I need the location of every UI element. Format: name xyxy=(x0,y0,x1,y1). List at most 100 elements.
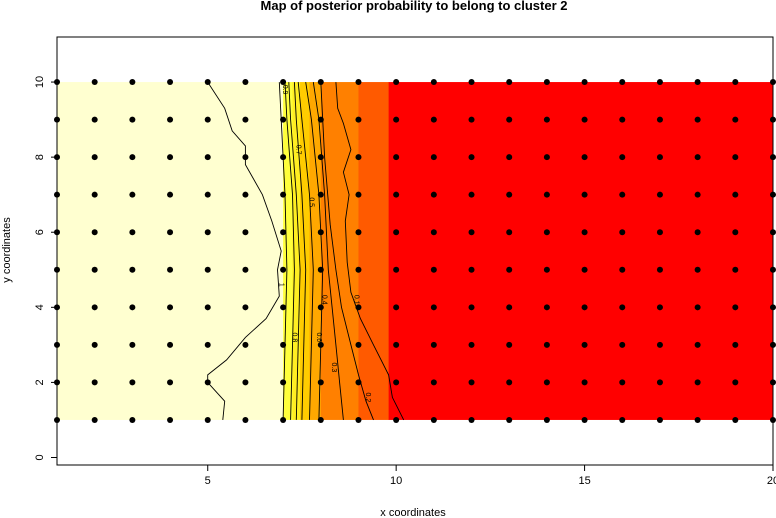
data-point xyxy=(91,79,98,86)
data-point xyxy=(619,416,626,423)
data-point xyxy=(355,154,362,161)
data-point xyxy=(543,379,550,386)
data-point xyxy=(129,304,136,311)
data-point xyxy=(619,379,626,386)
contour-label: 0.1 xyxy=(353,295,360,305)
data-point xyxy=(656,191,663,198)
data-point xyxy=(694,229,701,236)
data-point xyxy=(430,304,437,311)
data-point xyxy=(317,116,324,123)
data-point xyxy=(242,416,249,423)
data-point xyxy=(204,379,211,386)
data-point xyxy=(732,229,739,236)
data-point xyxy=(732,266,739,273)
data-point xyxy=(619,229,626,236)
data-point xyxy=(656,116,663,123)
contour-label: 0.3 xyxy=(330,363,337,373)
x-tick-label: 10 xyxy=(390,475,402,487)
contour-label: 0.9 xyxy=(281,85,288,95)
data-point xyxy=(129,229,136,236)
data-point xyxy=(242,266,249,273)
data-point xyxy=(280,304,287,311)
data-point xyxy=(280,154,287,161)
y-tick-label: 10 xyxy=(34,76,46,88)
data-point xyxy=(694,191,701,198)
data-point xyxy=(468,341,475,348)
contour-label: 1 xyxy=(277,283,284,287)
data-point xyxy=(506,79,513,86)
contour-label: 0.2 xyxy=(364,393,371,403)
data-point xyxy=(506,191,513,198)
data-point xyxy=(167,79,174,86)
data-point xyxy=(242,229,249,236)
data-point xyxy=(393,304,400,311)
data-point xyxy=(242,304,249,311)
data-point xyxy=(355,304,362,311)
data-point xyxy=(543,154,550,161)
data-point xyxy=(242,116,249,123)
data-point xyxy=(280,266,287,273)
data-point xyxy=(167,154,174,161)
contour-line xyxy=(297,82,314,420)
data-point xyxy=(317,379,324,386)
data-point xyxy=(581,191,588,198)
data-point xyxy=(694,379,701,386)
data-point xyxy=(656,341,663,348)
data-point xyxy=(468,266,475,273)
data-point xyxy=(543,116,550,123)
data-point xyxy=(506,304,513,311)
contour-label: 0.6 xyxy=(315,332,322,342)
data-point xyxy=(694,154,701,161)
data-point xyxy=(280,416,287,423)
x-tick-label: 15 xyxy=(578,475,590,487)
data-point xyxy=(167,116,174,123)
data-point xyxy=(619,154,626,161)
contour-lines: 1 0.9 0.8 0.7 0.6 0.5 0.4 0.3 0.2 0.1 xyxy=(207,81,405,421)
x-axis-label: x coordinates xyxy=(380,507,446,518)
y-axis-label: y coordinates xyxy=(1,217,13,283)
color-band xyxy=(57,82,284,420)
data-point xyxy=(656,304,663,311)
color-band xyxy=(309,82,322,420)
data-point xyxy=(694,266,701,273)
data-point xyxy=(656,266,663,273)
data-point xyxy=(91,416,98,423)
data-point xyxy=(242,79,249,86)
y-axis: 0 2 4 6 8 10 xyxy=(34,76,57,461)
data-point xyxy=(656,79,663,86)
data-point xyxy=(91,379,98,386)
color-band xyxy=(292,82,301,420)
data-point xyxy=(204,304,211,311)
data-point xyxy=(242,341,249,348)
data-point xyxy=(430,379,437,386)
y-tick-label: 8 xyxy=(34,154,46,160)
color-band xyxy=(358,82,390,420)
data-point xyxy=(280,116,287,123)
y-tick-label: 0 xyxy=(34,454,46,460)
data-point xyxy=(468,79,475,86)
data-point xyxy=(581,79,588,86)
data-point xyxy=(732,154,739,161)
data-point xyxy=(355,191,362,198)
data-point xyxy=(468,116,475,123)
data-point xyxy=(204,266,211,273)
x-tick-label: 5 xyxy=(205,475,211,487)
data-point xyxy=(581,116,588,123)
data-point xyxy=(393,229,400,236)
data-point xyxy=(393,341,400,348)
data-point xyxy=(317,229,324,236)
data-point xyxy=(656,154,663,161)
data-point xyxy=(204,416,211,423)
data-point xyxy=(732,79,739,86)
data-point xyxy=(543,191,550,198)
data-point xyxy=(619,191,626,198)
data-point xyxy=(468,379,475,386)
contour-label: 0.7 xyxy=(294,145,301,155)
data-point xyxy=(543,341,550,348)
data-point xyxy=(430,266,437,273)
data-point xyxy=(430,116,437,123)
data-point xyxy=(581,304,588,311)
data-point xyxy=(242,191,249,198)
data-point xyxy=(317,266,324,273)
data-point xyxy=(167,191,174,198)
